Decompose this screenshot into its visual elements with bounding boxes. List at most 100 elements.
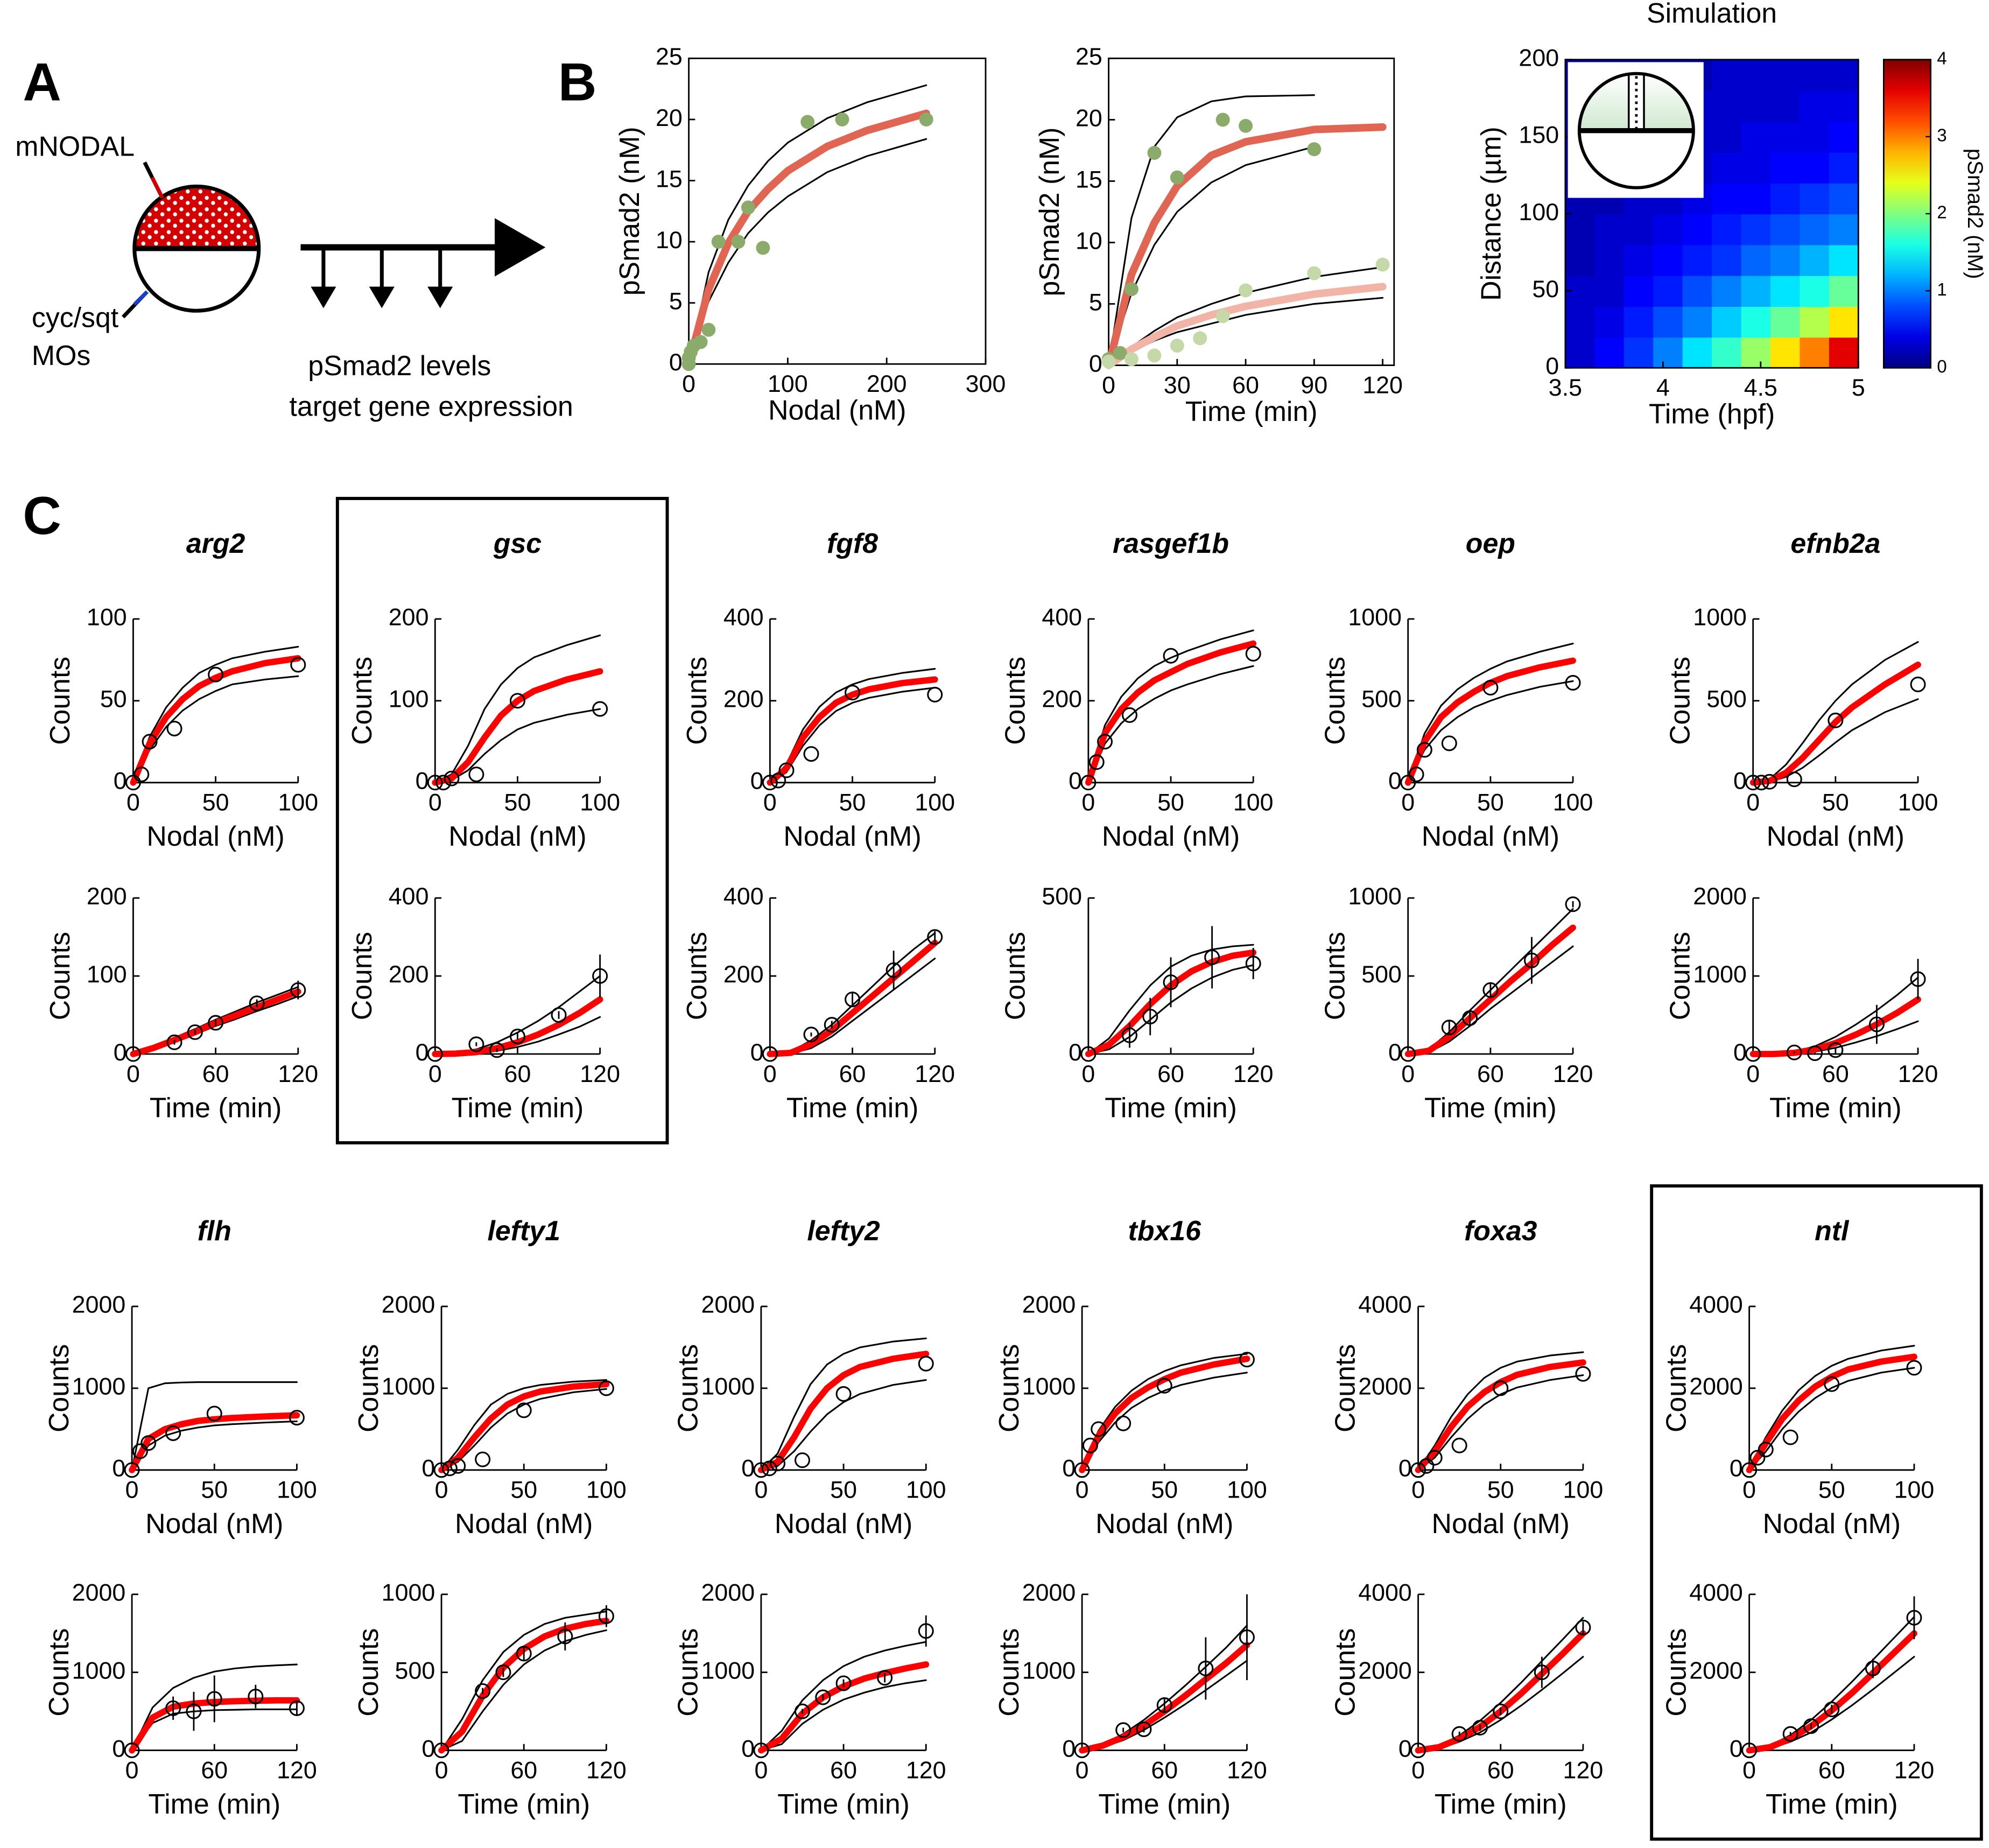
y-tick-label: 2000 <box>1022 1579 1076 1606</box>
x-tick-label: 50 <box>201 1477 228 1503</box>
heatmap-cell <box>1682 214 1713 245</box>
y-axis-label: Counts <box>1329 1628 1360 1717</box>
data-point <box>845 992 861 1008</box>
heatmap-cell <box>1565 244 1596 276</box>
confidence-curve <box>1108 94 1315 367</box>
data-dot <box>835 112 849 127</box>
y-tick-label: 0 <box>1730 1735 1743 1762</box>
x-tick-label: 50 <box>510 1477 537 1503</box>
data-point <box>1080 775 1097 791</box>
data-point <box>1786 1044 1802 1060</box>
fit-curve <box>1415 1630 1586 1754</box>
data-point <box>1142 1008 1158 1024</box>
axis-line <box>434 898 600 1055</box>
x-tick-label: 60 <box>839 1060 866 1087</box>
data-point <box>475 1683 491 1699</box>
confidence-curve <box>440 1379 607 1471</box>
heatmap-cell <box>1829 90 1859 122</box>
diagram-label: cyc/sqt <box>32 301 119 333</box>
chart-title: Simulation <box>1647 0 1777 29</box>
x-tick-label: 60 <box>1822 1060 1849 1087</box>
heatmap-cell <box>1741 214 1772 245</box>
y-tick-label: 0 <box>421 1455 435 1482</box>
plot-frame <box>1108 57 1395 367</box>
data-point <box>206 1406 222 1422</box>
heatmap-cell <box>1770 214 1801 245</box>
data-point <box>516 1646 532 1662</box>
fit-curve <box>767 939 938 1057</box>
data-point <box>1441 1020 1457 1036</box>
y-tick-label: 100 <box>87 604 127 631</box>
heatmap-cell <box>1594 275 1625 307</box>
y-tick-label: 1000 <box>1348 604 1402 631</box>
y-tick-label: 500 <box>1361 686 1402 713</box>
confidence-curve <box>1407 643 1574 784</box>
y-tick-label: 500 <box>395 1657 435 1684</box>
data-dot <box>1375 257 1390 272</box>
x-tick-label: 60 <box>201 1756 228 1783</box>
heatmap-cell <box>1770 337 1801 369</box>
data-point <box>885 962 902 978</box>
y-tick-label: 500 <box>1042 883 1082 910</box>
heatmap-cell <box>1829 121 1859 153</box>
data-point <box>1156 1378 1172 1394</box>
confidence-curve <box>1417 1374 1584 1471</box>
data-point <box>1416 742 1432 758</box>
data-point <box>1782 1429 1798 1445</box>
fit-curve <box>1746 1630 1917 1754</box>
data-point <box>1121 1027 1137 1043</box>
y-tick-label: 400 <box>389 883 429 910</box>
axis-line <box>1407 898 1573 1055</box>
y-axis-label: Counts <box>1660 1344 1691 1432</box>
y-axis-label: Counts <box>1319 657 1350 745</box>
y-tick-label: 5 <box>669 287 683 314</box>
y-tick-label: 0 <box>1069 1039 1082 1066</box>
data-point <box>1462 1010 1478 1026</box>
heatmap-cell <box>1741 90 1772 122</box>
confidence-curve <box>760 1679 927 1752</box>
y-tick-label: 1000 <box>72 1657 126 1684</box>
y-tick-label: 200 <box>723 686 764 713</box>
gene-title: lefty1 <box>488 1215 560 1246</box>
confidence-curve <box>434 634 601 784</box>
data-point <box>753 1462 769 1478</box>
heatmap-cell <box>1653 337 1683 369</box>
x-axis-label: Time (min) <box>452 1092 584 1123</box>
inset-diagram <box>1568 62 1704 198</box>
fit-curve <box>432 996 603 1057</box>
y-axis-label: Counts <box>993 1628 1024 1717</box>
y-tick-label: 2000 <box>701 1579 755 1606</box>
data-dot <box>1170 170 1184 185</box>
heatmap-cell <box>1741 306 1772 338</box>
data-point <box>592 701 608 717</box>
x-tick-label: 30 <box>1164 371 1191 398</box>
data-point <box>124 1742 140 1759</box>
x-tick-label: 100 <box>1553 789 1593 816</box>
data-point <box>778 762 795 778</box>
y-axis-label: Counts <box>681 657 712 745</box>
y-tick-label: 0 <box>421 1735 435 1762</box>
confidence-curve <box>688 84 927 365</box>
x-tick-label: 100 <box>915 789 955 816</box>
y-tick-label: 20 <box>656 104 683 131</box>
y-tick-label: 100 <box>1519 199 1559 226</box>
colorbar-tick-label: 2 <box>1937 202 1946 222</box>
data-point <box>1565 674 1581 691</box>
x-tick-label: 60 <box>1151 1756 1178 1783</box>
panel-label: A <box>23 52 61 111</box>
colorbar-tick-label: 0 <box>1937 356 1946 376</box>
fit-curve <box>1105 283 1387 369</box>
x-tick-label: 0 <box>1076 1477 1089 1503</box>
axis-line <box>1087 619 1254 784</box>
x-axis-label: Time (min) <box>1766 1788 1898 1819</box>
heatmap-cell <box>1653 214 1683 245</box>
x-axis-label: Nodal (nM) <box>145 1508 283 1539</box>
diagram-label: pSmad2 levels <box>308 350 491 381</box>
data-point <box>165 1700 181 1716</box>
heatmap-cell <box>1623 306 1654 338</box>
colorbar <box>1882 59 1932 369</box>
x-tick-label: 120 <box>1227 1756 1267 1783</box>
data-point <box>1534 1664 1550 1681</box>
heatmap-cell <box>1712 244 1742 276</box>
x-tick-label: 50 <box>504 789 531 816</box>
